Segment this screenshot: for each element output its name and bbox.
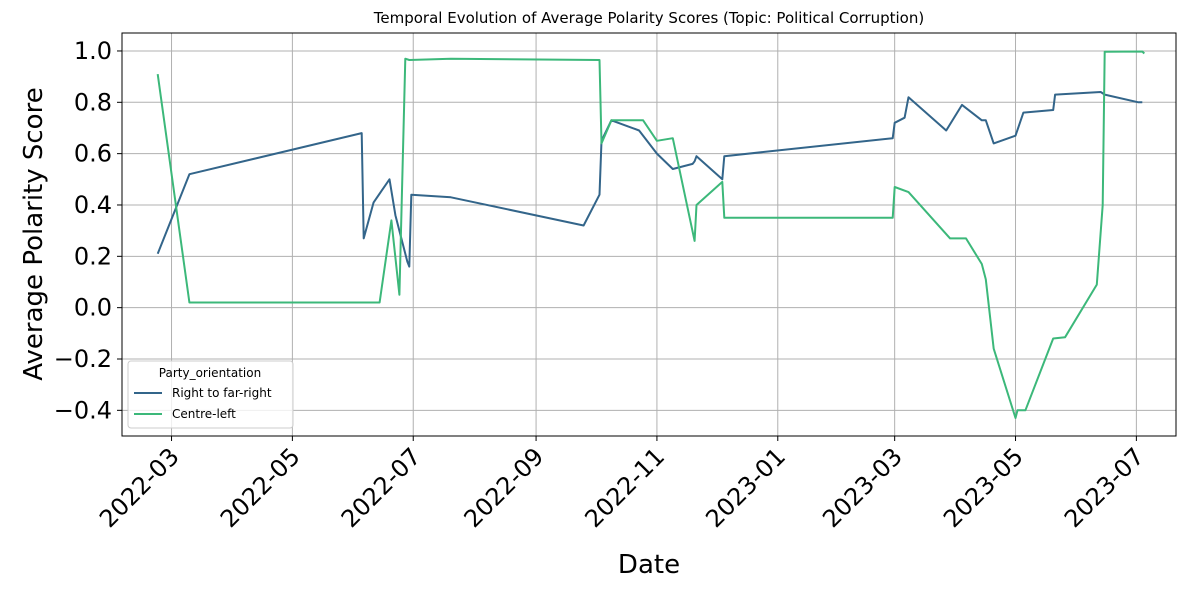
- y-axis-label: Average Polarity Score: [19, 87, 49, 380]
- y-tick-label: −0.2: [54, 345, 112, 373]
- x-axis-label: Date: [618, 550, 680, 580]
- grid-layer: [122, 33, 1176, 436]
- legend-box: [127, 360, 294, 429]
- y-tick-label: −0.4: [54, 396, 112, 424]
- y-tick-label: 0.4: [74, 191, 112, 219]
- legend-label-centre-left: Centre-left: [172, 407, 236, 421]
- series-layer: [156, 50, 1146, 419]
- y-tick-label: 0.0: [74, 294, 112, 322]
- legend-label-right: Right to far-right: [172, 386, 272, 400]
- plot-frame: [121, 32, 1177, 437]
- y-tick-label: 0.6: [74, 140, 112, 168]
- y-tick-label: 1.0: [74, 37, 112, 65]
- legend-title: Party_orientation: [159, 366, 261, 380]
- y-tick-label: 0.2: [74, 242, 112, 270]
- legend: Party_orientation Right to far-right Cen…: [127, 360, 294, 429]
- y-tick-label: 0.8: [74, 88, 112, 116]
- chart-title: Temporal Evolution of Average Polarity S…: [373, 9, 924, 27]
- series-line-centre-left: [156, 50, 1146, 419]
